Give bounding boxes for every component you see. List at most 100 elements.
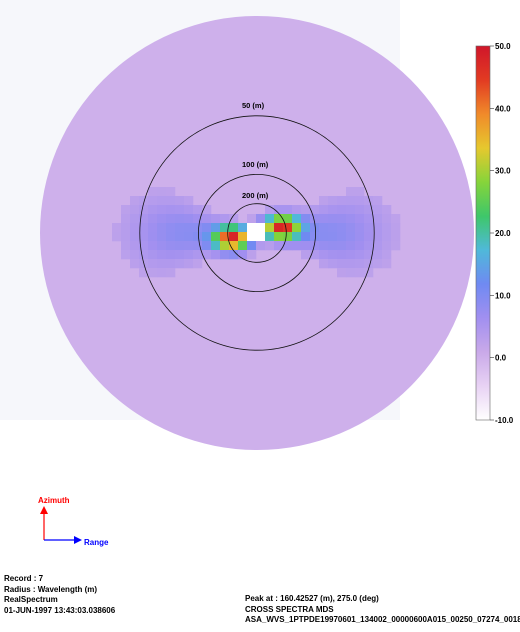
spectrum-cell xyxy=(346,205,356,215)
spectrum-cell xyxy=(175,214,185,224)
spectrum-cell xyxy=(319,232,329,242)
record-text: Record : 7 xyxy=(4,574,44,583)
spectrum-cell xyxy=(211,214,221,224)
orientation-legend: Azimuth Range xyxy=(30,488,150,558)
spectrum-cell xyxy=(346,268,356,278)
colorbar-ticks: 50.0 40.0 30.0 20.0 10.0 0.0 -10.0 xyxy=(490,42,514,425)
spectrum-cell xyxy=(265,223,275,233)
spectrum-cell xyxy=(391,223,401,233)
spectrum-cell xyxy=(220,223,230,233)
spectrum-cell xyxy=(337,223,347,233)
spectrum-cell xyxy=(202,250,212,260)
spectrum-cell xyxy=(292,241,302,251)
ring-label-200: 200 (m) xyxy=(242,191,269,200)
spectrum-cell xyxy=(175,205,185,215)
spectrum-cell xyxy=(247,232,257,242)
spectrum-cell xyxy=(355,205,365,215)
spectrum-cell xyxy=(247,250,257,260)
spectrum-cell xyxy=(166,223,176,233)
spectrum-cell xyxy=(247,214,257,224)
spectrum-cell xyxy=(184,259,194,269)
spectrum-cell xyxy=(301,223,311,233)
spectrum-cell xyxy=(364,214,374,224)
spectrum-cell xyxy=(283,241,293,251)
spectrum-cell xyxy=(148,268,158,278)
spectrum-cell xyxy=(184,205,194,215)
spectrum-cell xyxy=(238,223,248,233)
spectrum-cell xyxy=(373,241,383,251)
spectrum-cell xyxy=(364,205,374,215)
spectrum-type-text: RealSpectrum xyxy=(4,595,58,604)
spectrum-cell xyxy=(346,232,356,242)
spectrum-cell xyxy=(310,205,320,215)
spectrum-cell xyxy=(193,259,203,269)
spectrum-cell xyxy=(328,241,338,251)
spectrum-cell xyxy=(184,241,194,251)
wavelength-rings xyxy=(139,115,375,351)
colorbar-tick-label: 40.0 xyxy=(495,104,511,113)
spectrum-cell xyxy=(175,196,185,206)
spectrum-cell xyxy=(121,241,131,251)
spectrum-cell xyxy=(283,214,293,224)
spectrum-cell xyxy=(166,250,176,260)
spectrum-cell xyxy=(220,232,230,242)
spectrum-cell xyxy=(211,250,221,260)
spectrum-cell xyxy=(328,259,338,269)
spectrum-cell xyxy=(193,223,203,233)
azimuth-arrow-head xyxy=(40,506,48,514)
spectrum-cell xyxy=(238,232,248,242)
spectrum-cell xyxy=(346,187,356,197)
spectrum-cell xyxy=(139,268,149,278)
spectrum-cell xyxy=(157,214,167,224)
spectrum-cell xyxy=(139,241,149,251)
product-text: CROSS SPECTRA MDS xyxy=(245,604,334,614)
spectrum-cell xyxy=(238,241,248,251)
radius-text: Radius : Wavelength (m) xyxy=(4,584,98,594)
spectrum-cell xyxy=(229,241,239,251)
filename-text: ASA_WVS_1PTPDE19970601_134002_00000600A0… xyxy=(245,615,520,624)
spectrum-cell xyxy=(202,205,212,215)
spectrum-cell xyxy=(202,232,212,242)
spectrum-cell xyxy=(364,268,374,278)
colorbar-fill xyxy=(475,45,491,421)
range-arrow-head xyxy=(74,536,82,544)
spectrum-cell xyxy=(130,214,140,224)
spectrum-cell xyxy=(328,205,338,215)
spectrum-cells xyxy=(40,16,474,450)
spectrum-cell xyxy=(193,241,203,251)
spectrum-cell xyxy=(256,241,266,251)
spectrum-cell xyxy=(193,250,203,260)
spectrum-cell xyxy=(355,268,365,278)
spectrum-cell xyxy=(175,241,185,251)
spectrum-cell xyxy=(337,241,347,251)
spectrum-cell xyxy=(166,214,176,224)
spectrum-cell xyxy=(166,241,176,251)
peak-text: Peak at : 160.42527 (m), 275.0 (deg) xyxy=(245,594,379,603)
spectrum-cell xyxy=(148,214,158,224)
spectrum-cell xyxy=(193,205,203,215)
ring-50m xyxy=(139,115,375,351)
spectrum-cell xyxy=(364,259,374,269)
spectrum-cell xyxy=(166,196,176,206)
spectrum-cell xyxy=(301,232,311,242)
spectrum-cell xyxy=(346,250,356,260)
colorbar-tick-label: 10.0 xyxy=(495,291,511,300)
spectrum-cell xyxy=(148,232,158,242)
spectrum-cell xyxy=(274,241,284,251)
spectrum-cell xyxy=(211,241,221,251)
spectrum-cell xyxy=(355,223,365,233)
spectrum-cell xyxy=(148,205,158,215)
spectrum-cell xyxy=(382,214,392,224)
spectrum-cell xyxy=(346,259,356,269)
spectrum-cell xyxy=(121,214,131,224)
spectrum-cell xyxy=(328,196,338,206)
spectrum-cell xyxy=(283,223,293,233)
spectrum-cell xyxy=(130,250,140,260)
spectrum-cell xyxy=(256,232,266,242)
spectrum-cell xyxy=(337,214,347,224)
spectrum-cell xyxy=(319,241,329,251)
spectrum-cell xyxy=(283,232,293,242)
spectrum-cell xyxy=(292,205,302,215)
spectrum-cell xyxy=(220,241,230,251)
spectrum-cell xyxy=(364,223,374,233)
